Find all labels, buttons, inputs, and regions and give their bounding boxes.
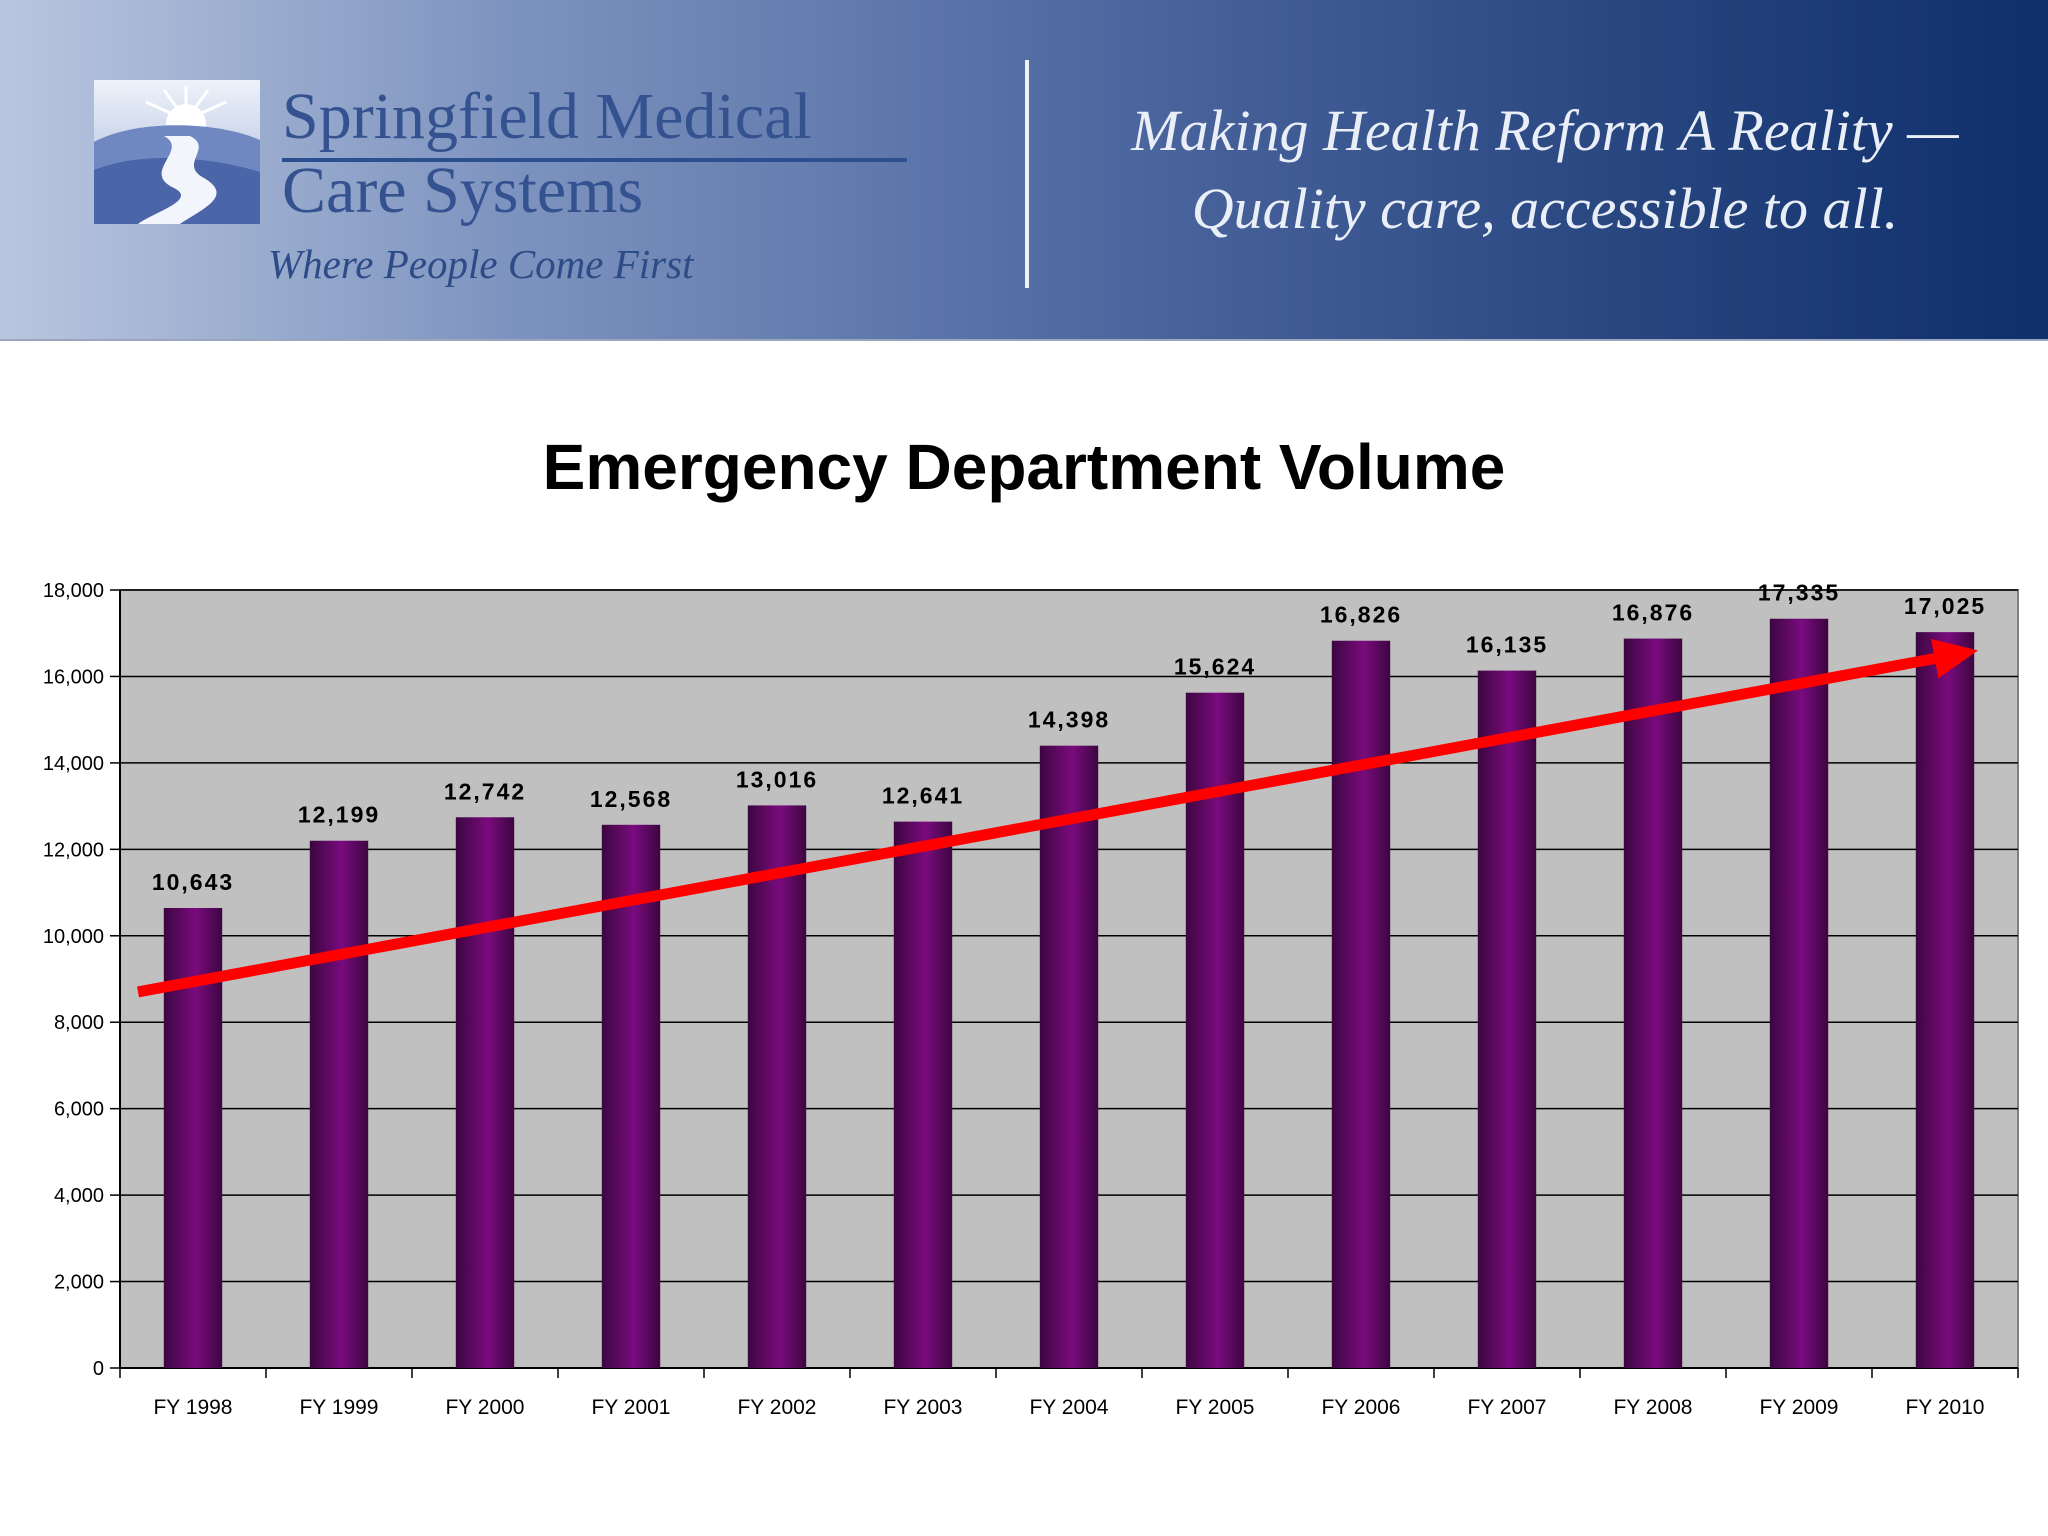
- sunrise-road-logo-icon: [94, 80, 260, 224]
- trend-arrow-head: [1931, 638, 1978, 679]
- bar: [747, 805, 807, 1368]
- org-name-line2: Care Systems: [282, 154, 644, 227]
- y-tick-label: 12,000: [43, 839, 104, 861]
- y-tick-label: 0: [93, 1358, 104, 1380]
- x-tick-label: FY 2004: [1029, 1396, 1108, 1419]
- y-tick-label: 6,000: [54, 1099, 104, 1121]
- org-tagline: Where People Come First: [268, 241, 694, 287]
- data-label: 15,624: [1174, 654, 1256, 680]
- x-tick-label: FY 2003: [883, 1396, 962, 1419]
- bar: [309, 840, 369, 1368]
- data-label: 12,742: [444, 778, 526, 804]
- motto: Making Health Reform A Reality — Quality…: [1080, 92, 2010, 248]
- org-name-line1: Springfield Medical: [282, 80, 812, 153]
- data-label: 16,876: [1612, 600, 1694, 626]
- x-tick-label: FY 2001: [591, 1396, 670, 1419]
- header-banner: Springfield Medical Care Systems Where P…: [0, 0, 2048, 341]
- x-tick-label: FY 2000: [445, 1396, 524, 1419]
- x-tick-label: FY 2007: [1467, 1396, 1546, 1419]
- chart-title: Emergency Department Volume: [542, 431, 1506, 503]
- bar: [1623, 638, 1683, 1368]
- data-label: 12,199: [298, 802, 380, 828]
- bar: [893, 821, 953, 1368]
- y-tick-label: 18,000: [43, 580, 104, 602]
- trend-arrow-shaft: [136, 653, 1936, 998]
- data-label: 13,016: [736, 766, 818, 792]
- data-label: 17,335: [1758, 580, 1840, 606]
- bar: [1769, 618, 1829, 1368]
- motto-line2: Quality care, accessible to all.: [1191, 176, 1899, 241]
- data-label: 10,643: [152, 869, 234, 895]
- bar: [1477, 670, 1537, 1368]
- bar: [601, 824, 661, 1368]
- y-tick-label: 4,000: [54, 1185, 104, 1207]
- x-tick-label: FY 1999: [299, 1396, 378, 1419]
- x-tick-label: FY 2006: [1321, 1396, 1400, 1419]
- x-tick-label: FY 2009: [1759, 1396, 1838, 1419]
- y-tick-label: 8,000: [54, 1012, 104, 1034]
- bar: [1331, 640, 1391, 1368]
- y-tick-label: 10,000: [43, 926, 104, 948]
- y-tick-label: 2,000: [54, 1272, 104, 1294]
- bar: [1185, 692, 1245, 1368]
- banner-divider: [1025, 60, 1029, 288]
- x-tick-label: FY 2002: [737, 1396, 816, 1419]
- bar: [455, 817, 515, 1368]
- y-tick-label: 16,000: [43, 666, 104, 688]
- org-name: Springfield Medical Care Systems: [282, 80, 912, 228]
- x-tick-label: FY 2008: [1613, 1396, 1692, 1419]
- x-tick-label: FY 2005: [1175, 1396, 1254, 1419]
- data-label: 14,398: [1028, 707, 1110, 733]
- y-tick-label: 14,000: [43, 753, 104, 775]
- bar: [1039, 745, 1099, 1368]
- org-name-underline: [282, 158, 907, 162]
- bar-chart: 0 2,000 4,000 6,000 8,000 10,000 12,000 14,000 1…: [43, 580, 2019, 1419]
- x-tick-label: FY 1998: [153, 1396, 232, 1419]
- data-label: 12,568: [590, 786, 672, 812]
- x-tick-label: FY 2010: [1905, 1396, 1984, 1419]
- data-label: 12,641: [882, 783, 964, 809]
- data-label: 16,135: [1466, 632, 1548, 658]
- motto-line1: Making Health Reform A Reality —: [1131, 98, 1959, 163]
- data-label: 16,826: [1320, 602, 1402, 628]
- bar: [1915, 632, 1975, 1368]
- data-label: 17,025: [1904, 593, 1986, 619]
